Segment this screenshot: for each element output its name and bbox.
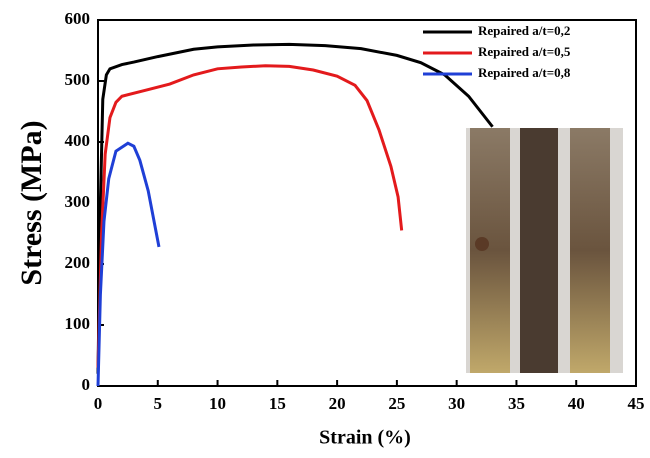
legend-label: Repaired a/t=0,8 [478,65,571,80]
x-tick-label: 15 [269,394,286,413]
y-tick-label: 0 [82,375,91,394]
y-axis-label: Stress (MPa) [15,120,48,285]
x-axis-label: Strain (%) [319,427,411,449]
y-tick-label: 400 [65,131,91,150]
x-tick-label: 10 [209,394,226,413]
legend-label: Repaired a/t=0,2 [478,23,570,38]
x-tick-label: 5 [154,394,163,413]
x-tick-label: 30 [448,394,465,413]
x-tick-label: 0 [94,394,103,413]
x-tick-label: 25 [388,394,405,413]
x-tick-label: 20 [329,394,346,413]
series-line [96,64,404,368]
y-tick-label: 200 [65,253,91,272]
specimen-photo [466,128,623,373]
legend-label: Repaired a/t=0,5 [478,44,571,59]
series-line [96,42,494,374]
series-line [96,141,161,387]
x-tick-label: 40 [568,394,585,413]
y-tick-label: 600 [65,9,91,28]
y-tick-label: 100 [65,314,91,333]
y-tick-label: 500 [65,70,91,89]
y-tick-label: 300 [65,192,91,211]
x-tick-label: 45 [628,394,645,413]
x-tick-label: 35 [508,394,525,413]
